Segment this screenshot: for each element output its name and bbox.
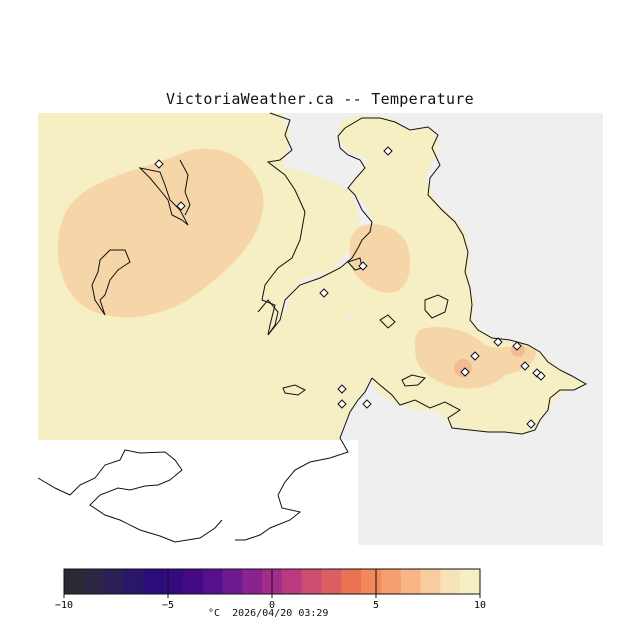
legend-ticks: −10 −5 0 5 10 xyxy=(55,569,486,610)
diamond-icon[interactable] xyxy=(319,288,329,298)
legend-swatch xyxy=(400,569,422,594)
legend-swatch xyxy=(182,569,204,594)
legend-swatch xyxy=(163,569,184,594)
diamond-icon[interactable] xyxy=(460,367,470,377)
diamond-icon[interactable] xyxy=(358,261,368,271)
diamond-icon[interactable] xyxy=(337,399,347,409)
legend-swatch xyxy=(202,569,223,594)
map-timestamp: 2026/04/20 03:29 xyxy=(232,608,329,619)
legend-swatch xyxy=(123,569,144,594)
warm-zone-northwest xyxy=(57,148,264,318)
diamond-icon[interactable] xyxy=(520,361,530,371)
legend-tick-label: 5 xyxy=(373,600,379,610)
legend-swatch xyxy=(321,569,342,594)
legend-swatch xyxy=(222,569,243,594)
coastline xyxy=(37,112,588,543)
legend-footer: °C 2026/04/20 03:29 xyxy=(208,608,328,619)
legend-tick-label: 10 xyxy=(474,600,486,610)
map-title: VictoriaWeather.ca -- Temperature xyxy=(166,90,474,108)
temperature-legend: −10 −5 0 5 10 xyxy=(55,568,486,610)
diamond-icon[interactable] xyxy=(512,341,522,351)
legend-unit: °C xyxy=(208,608,221,619)
diamond-icon[interactable] xyxy=(536,371,546,381)
warm-zone-central xyxy=(349,224,411,293)
legend-swatch xyxy=(83,569,105,594)
weather-stations xyxy=(154,146,546,429)
legend-swatch xyxy=(281,569,303,594)
diamond-icon[interactable] xyxy=(470,351,480,361)
water-area xyxy=(38,440,358,545)
diamond-icon[interactable] xyxy=(337,384,347,394)
legend-swatch xyxy=(341,569,362,594)
legend-swatch xyxy=(361,569,382,594)
diamond-icon[interactable] xyxy=(493,337,503,347)
legend-tick-label: −10 xyxy=(55,600,73,610)
diamond-icon[interactable] xyxy=(383,146,393,156)
diamond-icon[interactable] xyxy=(362,399,372,409)
diamond-icon[interactable] xyxy=(176,201,186,211)
legend-swatch xyxy=(242,569,263,594)
legend-tick-label: 0 xyxy=(269,600,275,610)
legend-swatch xyxy=(440,569,461,594)
legend-swatch xyxy=(420,569,441,594)
legend-swatch xyxy=(64,569,85,594)
land-isthmus xyxy=(268,165,360,320)
legend-swatch xyxy=(143,569,164,594)
diamond-icon[interactable] xyxy=(154,159,164,169)
legend-tick-label: −5 xyxy=(162,600,174,610)
legend-swatch xyxy=(460,569,481,594)
legend-color-ramp xyxy=(64,569,481,594)
legend-swatch xyxy=(301,569,323,594)
legend-swatch xyxy=(380,569,402,594)
legend-swatch xyxy=(103,569,124,594)
diamond-icon[interactable] xyxy=(526,419,536,429)
